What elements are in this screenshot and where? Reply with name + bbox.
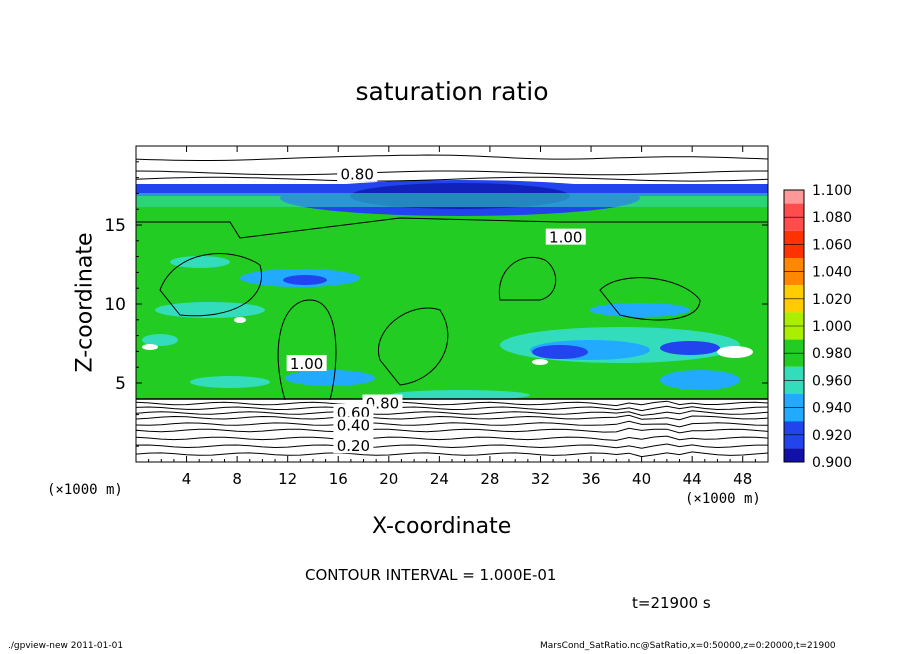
contour-interval-text: CONTOUR INTERVAL = 1.000E-01 [305, 566, 557, 584]
field-patch [717, 346, 753, 358]
contour-label: 0.80 [366, 395, 399, 413]
field-patch [590, 303, 690, 317]
field-base [136, 193, 768, 399]
field-patch [170, 256, 230, 268]
field-patch [285, 370, 375, 386]
contour-label-bg [545, 228, 586, 245]
contour-line [135, 405, 769, 412]
colorbar-label: 1.080 [812, 210, 852, 226]
contour-line [135, 170, 768, 176]
contour-line [498, 256, 557, 301]
y-tick-label: 5 [115, 374, 126, 394]
field-patch [660, 370, 740, 390]
field-patch [390, 390, 530, 400]
contour-label: 1.00 [549, 229, 582, 247]
footer-left: ./gpview-new 2011-01-01 [8, 641, 124, 651]
field-patch [532, 345, 588, 359]
x-tick-label: 4 [182, 470, 192, 488]
field-patch [234, 317, 246, 323]
contour-line [136, 217, 768, 239]
y-axis-unit: (×1000 m) [47, 482, 123, 498]
x-tick-label: 44 [683, 470, 702, 488]
x-tick-label: 36 [581, 470, 600, 488]
field-patch [142, 344, 158, 350]
contour-line [277, 299, 337, 401]
colorbar-swatch [784, 448, 804, 462]
colorbar-label: 0.980 [812, 346, 852, 362]
contour-line [135, 400, 769, 407]
field-patch [155, 302, 265, 318]
contour-label-bg [333, 404, 374, 421]
contour-labels: 0.801.001.000.800.600.400.20 [286, 165, 586, 455]
field-top-transition [136, 193, 768, 207]
footer-right: MarsCond_SatRatio.nc@SatRatio,x=0:50000,… [540, 641, 836, 651]
x-tick-label: 40 [632, 470, 651, 488]
saturation-field [136, 180, 768, 462]
colorbar-label: 1.100 [812, 183, 852, 199]
contour-line [599, 277, 701, 321]
field-patch [142, 334, 178, 346]
contour-label: 0.80 [340, 165, 373, 183]
field-patch [190, 376, 270, 388]
x-axis-ticks: 4 8 12 16 20 24 28 32 36 40 44 48 [148, 146, 756, 488]
colorbar-label: 0.940 [812, 401, 852, 417]
contour-line [135, 414, 769, 421]
x-tick-label: 48 [733, 470, 752, 488]
x-tick-label: 28 [480, 470, 499, 488]
y-axis-ticks: 5 10 15 [104, 161, 768, 447]
y-tick-label: 15 [104, 216, 126, 236]
colorbar-label: 1.000 [812, 319, 852, 335]
contour-label-bg [333, 437, 374, 454]
x-tick-label: 24 [430, 470, 449, 488]
colorbar-label: 1.040 [812, 265, 852, 281]
x-tick-label: 32 [531, 470, 550, 488]
contour-label-bg [337, 165, 378, 182]
colorbar: 1.100 1.080 1.060 1.040 1.020 1.000 0.980 0.960… [783, 183, 852, 471]
contour-label-bg [286, 355, 327, 372]
contour-line [135, 451, 769, 458]
field-patch [283, 275, 327, 285]
contour-label: 0.40 [337, 417, 370, 435]
contour-line [377, 307, 449, 386]
colorbar-label: 0.960 [812, 373, 852, 389]
chart-title: saturation ratio [355, 77, 549, 106]
colorbar-label: 1.060 [812, 237, 852, 253]
contour-label-bg [333, 416, 374, 433]
x-tick-label: 20 [379, 470, 398, 488]
contour-line [135, 410, 769, 416]
contour-line [135, 427, 769, 434]
colorbar-label: 0.900 [812, 455, 852, 471]
contour-line [135, 176, 769, 182]
x-axis-unit: (×1000 m) [685, 491, 761, 507]
x-tick-label: 8 [232, 470, 242, 488]
contour-line [135, 420, 769, 428]
colorbar-swatch [784, 190, 804, 204]
field-patch [532, 359, 548, 365]
colorbar-label: 1.020 [812, 292, 852, 308]
contour-line [135, 154, 769, 161]
contour-label: 1.00 [290, 355, 323, 373]
x-axis-label: X-coordinate [372, 514, 512, 539]
x-tick-label: 12 [278, 470, 297, 488]
contour-line [135, 435, 769, 441]
contour-line [159, 253, 262, 317]
contour-label: 0.20 [337, 437, 370, 455]
time-label: t=21900 s [632, 594, 711, 612]
y-tick-label: 10 [104, 295, 126, 315]
horizontal-contours [135, 154, 769, 458]
field-patch [660, 341, 720, 355]
x-tick-label: 16 [329, 470, 348, 488]
colorbar-label: 0.920 [812, 428, 852, 444]
contour-line [135, 443, 768, 449]
